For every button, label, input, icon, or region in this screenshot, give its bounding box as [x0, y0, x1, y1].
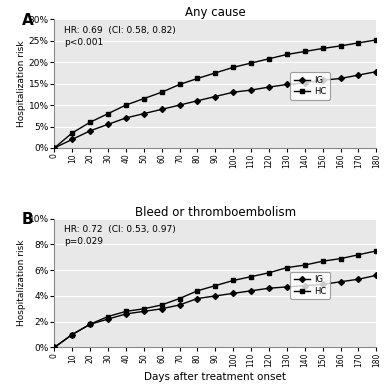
HC	[284, 265, 289, 270]
HC	[52, 345, 57, 350]
IG	[142, 309, 146, 314]
HC	[267, 56, 271, 61]
Text: HR: 0.72  (CI: 0.53, 0.97)
p=0.029: HR: 0.72 (CI: 0.53, 0.97) p=0.029	[64, 225, 176, 246]
Line: IG: IG	[52, 69, 378, 150]
HC	[177, 296, 182, 301]
HC	[338, 256, 343, 261]
HC	[320, 46, 325, 51]
IG	[52, 146, 57, 150]
HC	[303, 263, 307, 267]
HC	[70, 130, 74, 135]
IG	[231, 90, 236, 95]
HC	[159, 90, 164, 95]
IG	[159, 306, 164, 311]
HC	[213, 283, 218, 288]
IG	[356, 73, 361, 77]
HC	[177, 82, 182, 87]
Legend: IG, HC: IG, HC	[290, 272, 330, 299]
HC	[374, 249, 379, 253]
Line: IG: IG	[52, 273, 378, 349]
IG	[338, 279, 343, 284]
HC	[356, 41, 361, 45]
HC	[70, 332, 74, 337]
Title: Bleed or thromboembolism: Bleed or thromboembolism	[135, 206, 296, 219]
IG	[267, 286, 271, 291]
Title: Any cause: Any cause	[185, 6, 246, 19]
HC	[284, 52, 289, 57]
HC	[231, 65, 236, 69]
HC	[374, 37, 379, 42]
Text: B: B	[22, 212, 34, 227]
IG	[123, 116, 128, 120]
IG	[88, 322, 92, 327]
HC	[159, 303, 164, 307]
IG	[177, 103, 182, 107]
IG	[195, 98, 200, 103]
HC	[106, 111, 110, 116]
HC	[142, 306, 146, 311]
IG	[88, 129, 92, 133]
IG	[284, 284, 289, 289]
HC	[231, 278, 236, 283]
IG	[213, 94, 218, 99]
IG	[70, 332, 74, 337]
IG	[356, 277, 361, 281]
HC	[195, 76, 200, 81]
HC	[123, 103, 128, 107]
Text: HR: 0.69  (CI: 0.58, 0.82)
p<0.001: HR: 0.69 (CI: 0.58, 0.82) p<0.001	[64, 26, 176, 47]
IG	[231, 291, 236, 296]
IG	[106, 122, 110, 127]
IG	[320, 282, 325, 287]
IG	[320, 78, 325, 83]
HC	[338, 44, 343, 48]
IG	[374, 273, 379, 278]
IG	[338, 76, 343, 81]
HC	[267, 271, 271, 275]
HC	[303, 49, 307, 54]
IG	[142, 111, 146, 116]
IG	[159, 107, 164, 112]
IG	[177, 303, 182, 307]
IG	[249, 88, 253, 92]
Line: HC: HC	[52, 38, 378, 150]
HC	[195, 288, 200, 293]
IG	[374, 69, 379, 74]
IG	[249, 288, 253, 293]
Y-axis label: Hospitalization risk: Hospitalization risk	[17, 41, 26, 127]
X-axis label: Days after treatment onset: Days after treatment onset	[144, 372, 286, 382]
HC	[123, 309, 128, 314]
IG	[213, 294, 218, 298]
Y-axis label: Hospitalization risk: Hospitalization risk	[17, 240, 26, 326]
Line: HC: HC	[52, 249, 378, 349]
HC	[356, 252, 361, 257]
HC	[249, 274, 253, 279]
HC	[52, 146, 57, 150]
HC	[320, 259, 325, 264]
IG	[195, 296, 200, 301]
HC	[106, 314, 110, 319]
HC	[88, 322, 92, 327]
Text: A: A	[22, 13, 34, 28]
HC	[213, 71, 218, 75]
IG	[284, 82, 289, 87]
IG	[303, 80, 307, 85]
HC	[88, 120, 92, 125]
IG	[303, 283, 307, 288]
IG	[267, 85, 271, 90]
Legend: IG, HC: IG, HC	[290, 72, 330, 100]
HC	[142, 96, 146, 101]
HC	[249, 61, 253, 65]
IG	[52, 345, 57, 350]
IG	[106, 317, 110, 322]
IG	[123, 312, 128, 316]
IG	[70, 137, 74, 142]
